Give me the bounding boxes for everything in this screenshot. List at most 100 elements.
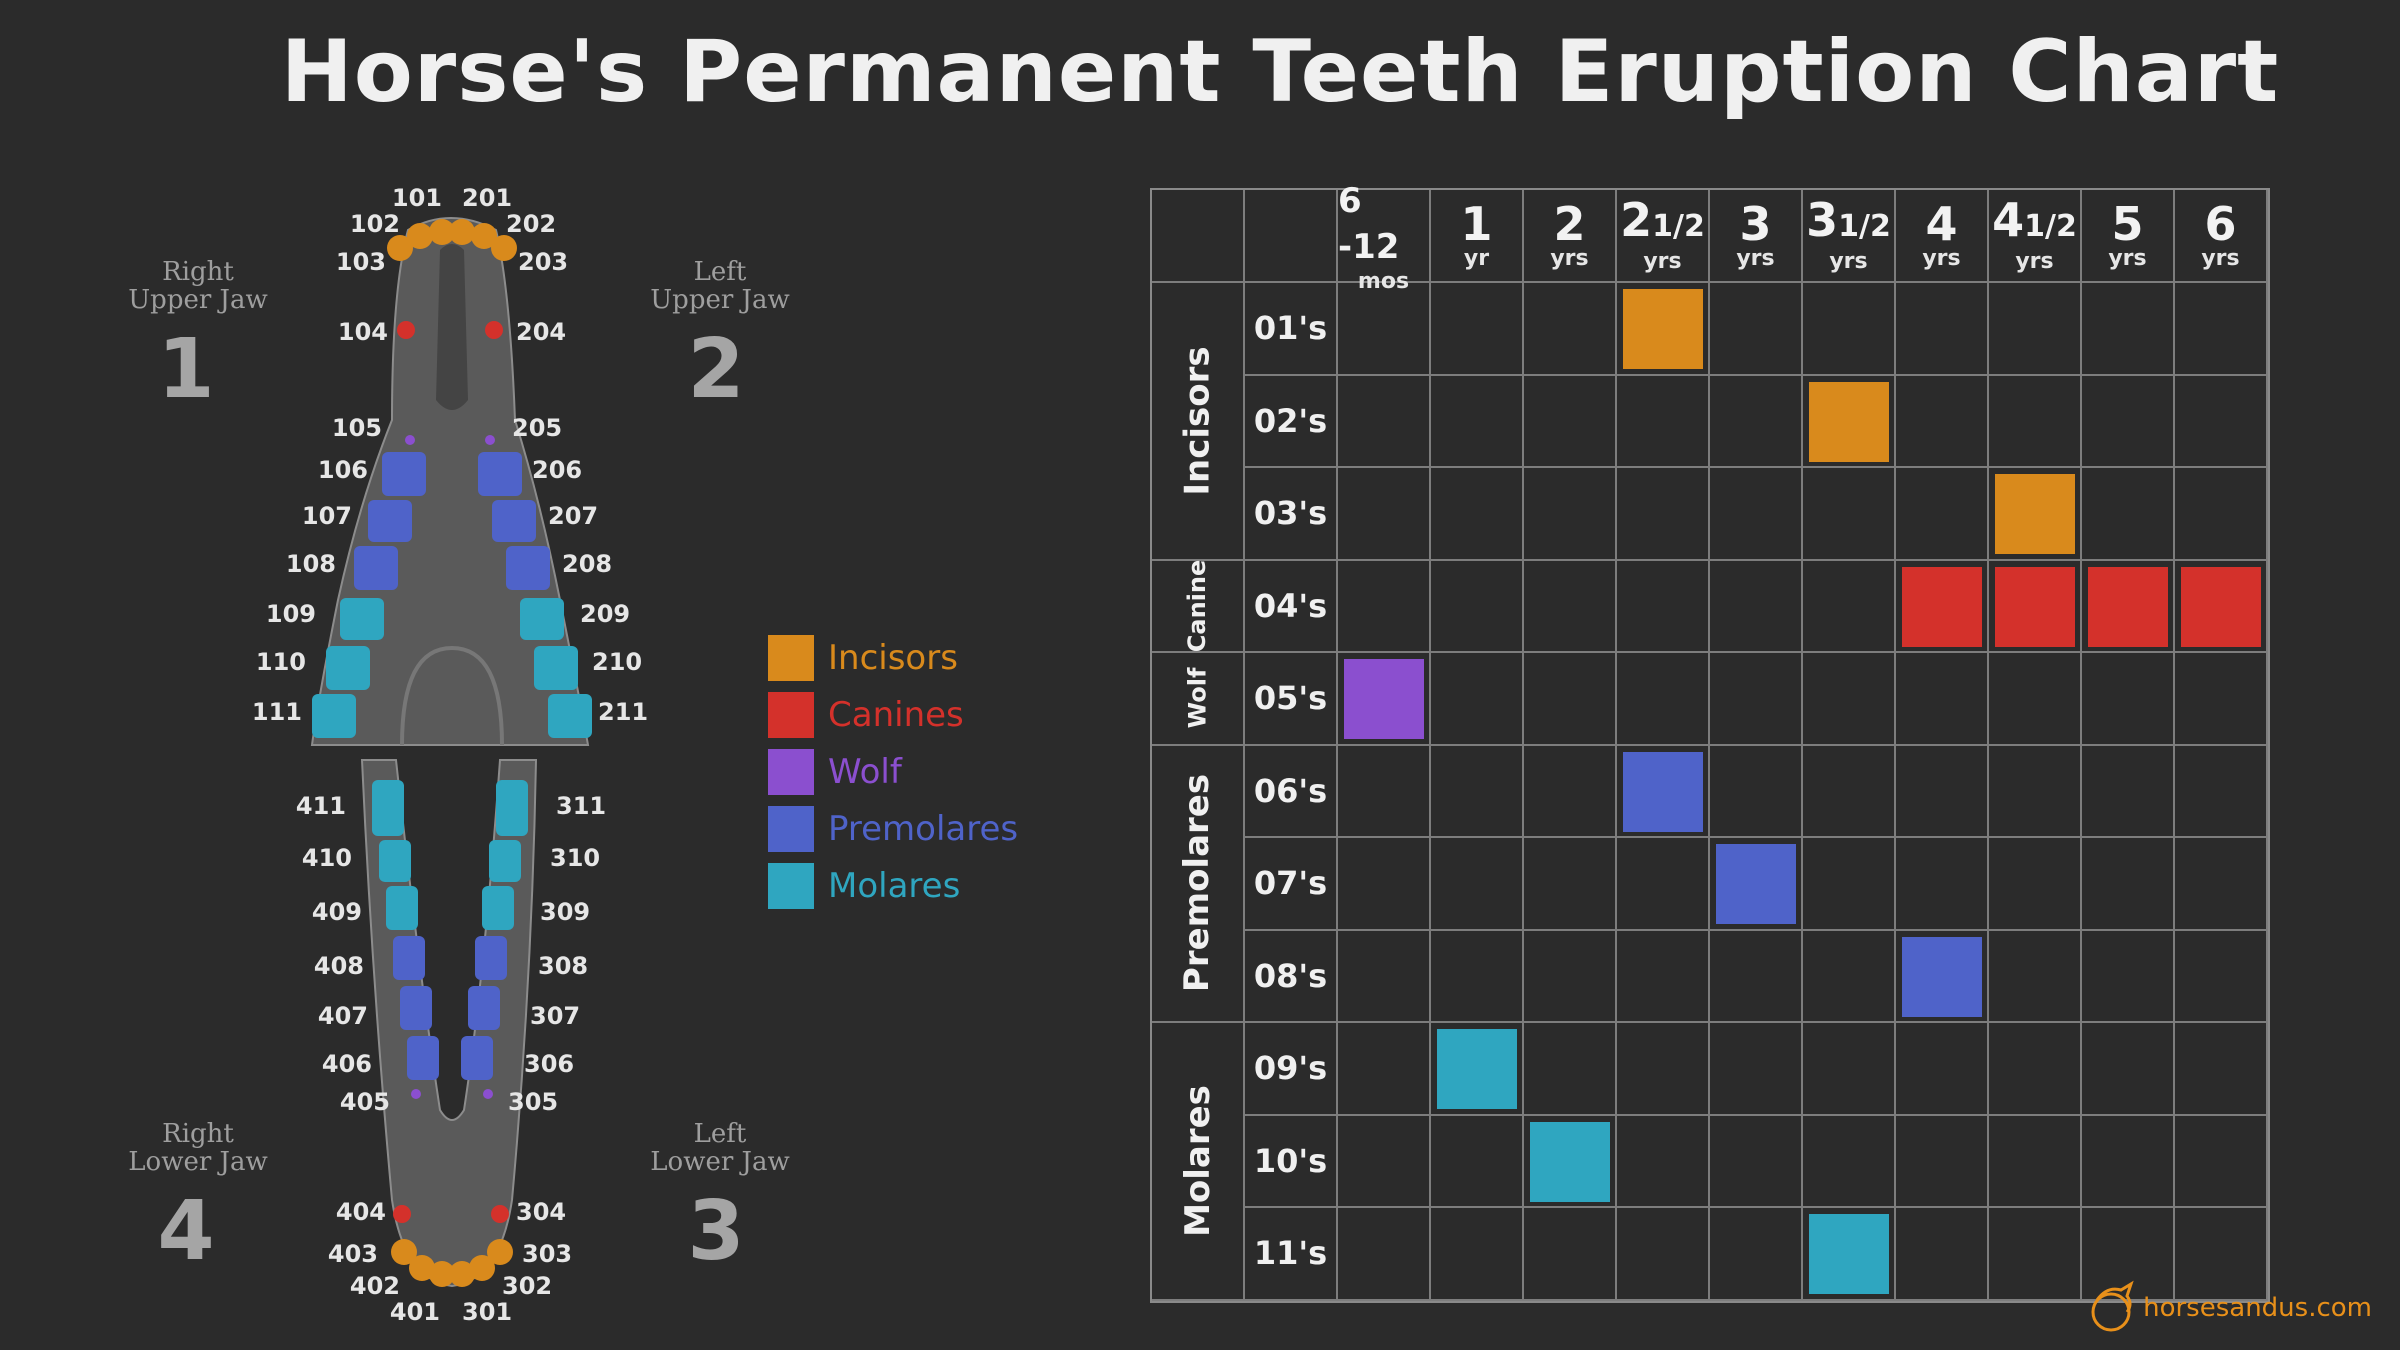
column-header-unit: yrs xyxy=(2108,245,2147,271)
grid-cell xyxy=(2082,930,2175,1023)
legend-swatch xyxy=(768,749,814,795)
column-header-fraction: 1/2 xyxy=(2024,209,2077,244)
tooth-number-label: 205 xyxy=(512,414,563,442)
grid-cell xyxy=(1803,560,1896,653)
tooth-number-label: 208 xyxy=(562,550,613,578)
column-header-value: 41/2 xyxy=(1992,193,2077,247)
grid-cell xyxy=(1896,560,1989,653)
grid-cell xyxy=(1524,1023,1617,1116)
upper-incisor xyxy=(471,223,497,249)
tooth-number-label: 104 xyxy=(337,318,388,346)
tooth-number-label: 109 xyxy=(265,600,316,628)
grid-cell xyxy=(1338,653,1431,746)
column-header-unit: yr xyxy=(1463,245,1490,271)
column-header-value: 1 xyxy=(1460,196,1493,251)
tooth-number-label: 411 xyxy=(295,792,346,820)
grid-cell xyxy=(1617,653,1710,746)
tooth-number-label: 301 xyxy=(462,1298,513,1326)
grid-cell xyxy=(1431,1115,1524,1208)
grid-cell xyxy=(2175,560,2268,653)
grid-cell xyxy=(1710,1023,1803,1116)
tooth-number-label: 407 xyxy=(317,1002,368,1030)
column-header-value: 6 -12 xyxy=(1338,180,1400,267)
upper-premolar xyxy=(368,500,412,542)
legend-label: Incisors xyxy=(828,638,958,678)
grid-cell xyxy=(1617,560,1710,653)
tooth-number-label: 401 xyxy=(389,1298,440,1326)
lower-incisor xyxy=(409,1255,435,1281)
upper-wolf-tooth xyxy=(485,435,495,445)
grid-cell xyxy=(1338,375,1431,468)
upper-molar xyxy=(312,694,356,738)
grid-cell xyxy=(1524,560,1617,653)
grid-cell xyxy=(2082,375,2175,468)
lower-canine xyxy=(491,1205,509,1223)
upper-wolf-tooth xyxy=(405,435,415,445)
lower-wolf-tooth xyxy=(411,1089,421,1099)
grid-cell xyxy=(2082,745,2175,838)
eruption-mark-canines xyxy=(1902,566,1982,647)
tooth-number-label: 108 xyxy=(285,550,336,578)
legend-swatch xyxy=(768,806,814,852)
lower-incisor xyxy=(487,1239,513,1265)
column-header-unit: yrs xyxy=(2201,245,2240,271)
grid-cell xyxy=(1896,745,1989,838)
lower-premolar xyxy=(475,936,507,980)
grid-cell xyxy=(1710,1115,1803,1208)
group-label-wolf: Wolf xyxy=(1152,653,1245,746)
legend-item-wolf: Wolf xyxy=(768,748,1018,796)
grid-cell xyxy=(1338,468,1431,561)
tooth-number-label: 209 xyxy=(580,600,631,628)
grid-cell xyxy=(2175,838,2268,931)
tooth-number-label: 203 xyxy=(518,248,569,276)
grid-cell xyxy=(2082,283,2175,376)
corner-cell xyxy=(1245,190,1338,283)
lower-premolar xyxy=(461,1036,493,1080)
grid-cell xyxy=(1617,468,1710,561)
grid-cell xyxy=(2175,1115,2268,1208)
eruption-mark-canines xyxy=(1995,566,2075,647)
column-header-unit: yrs xyxy=(2015,249,2054,274)
grid-cell xyxy=(1431,283,1524,376)
grid-cell xyxy=(2175,930,2268,1023)
lower-molar xyxy=(386,886,418,930)
tooth-number-label: 210 xyxy=(592,648,643,676)
eruption-mark-molares xyxy=(1809,1214,1889,1294)
grid-cell xyxy=(1524,468,1617,561)
grid-cell xyxy=(1524,838,1617,931)
grid-cell xyxy=(1896,283,1989,376)
column-header: 1 yr xyxy=(1431,190,1524,283)
row-header: 04's xyxy=(1245,560,1338,653)
upper-incisor xyxy=(491,235,517,261)
corner-cell xyxy=(1152,190,1245,283)
grid-cell xyxy=(1617,1115,1710,1208)
column-header-unit: yrs xyxy=(1736,245,1775,271)
lower-incisor xyxy=(429,1261,455,1287)
jaw-label-right-lower: Right Lower Jaw xyxy=(128,1119,268,1177)
grid-cell xyxy=(1989,283,2082,376)
legend-label: Canines xyxy=(828,695,964,735)
lower-premolar xyxy=(393,936,425,980)
grid-cell xyxy=(1524,653,1617,746)
lower-incisor xyxy=(469,1255,495,1281)
eruption-mark-molares xyxy=(1530,1121,1610,1202)
grid-cell xyxy=(1989,468,2082,561)
tooth-number-label: 107 xyxy=(301,502,352,530)
column-header-value: 31/2 xyxy=(1806,193,1891,247)
column-header: 41/2 yrs xyxy=(1989,190,2082,283)
eruption-mark-incisors xyxy=(1809,381,1889,462)
grid-cell xyxy=(1338,745,1431,838)
column-header: 4 yrs xyxy=(1896,190,1989,283)
grid-cell xyxy=(1431,745,1524,838)
grid-cell xyxy=(1431,468,1524,561)
grid-cell xyxy=(2175,1023,2268,1116)
grid-cell xyxy=(1710,838,1803,931)
lower-jaw-shape xyxy=(360,759,538,1288)
upper-premolar xyxy=(354,546,398,590)
grid-cell xyxy=(2175,283,2268,376)
legend-item-canines: Canines xyxy=(768,691,1018,739)
tooth-number-label: 207 xyxy=(548,502,599,530)
row-header: 02's xyxy=(1245,375,1338,468)
lower-molar xyxy=(379,840,411,882)
